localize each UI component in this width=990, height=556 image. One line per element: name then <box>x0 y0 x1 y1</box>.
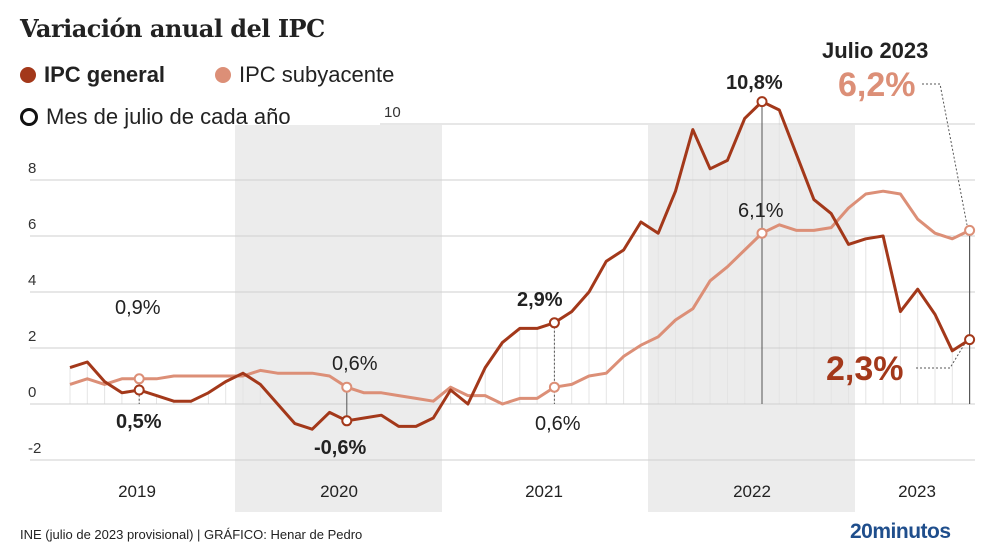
label-g2021: 2,9% <box>517 289 563 311</box>
x-tick-label: 2020 <box>320 482 358 501</box>
july-marker <box>548 317 560 329</box>
legend-july: Mes de julio de cada año <box>20 104 291 130</box>
y-tick-label: 6 <box>28 216 36 233</box>
x-tick-label: 2023 <box>898 482 936 501</box>
label-c2021: 0,6% <box>535 413 581 435</box>
x-tick-label: 2021 <box>525 482 563 501</box>
y-tick-label: 4 <box>28 272 36 289</box>
label-c2022: 6,1% <box>738 200 784 222</box>
legend-general: IPC general <box>20 62 165 88</box>
july-marker <box>756 227 768 239</box>
july-marker <box>133 384 145 396</box>
legend-swatch-general <box>20 67 36 83</box>
label-c2020: 0,6% <box>332 353 378 375</box>
series-line-core <box>69 189 971 406</box>
year-band <box>235 125 442 512</box>
brand-logo: 20minutos <box>850 520 951 543</box>
label-g2020: -0,6% <box>314 437 367 459</box>
label-c2023: 6,2% <box>838 66 916 104</box>
y-tick-label: 0 <box>28 384 36 401</box>
july-marker <box>341 381 353 393</box>
y-tick-label: -2 <box>28 440 41 457</box>
legend-swatch-core <box>215 67 231 83</box>
ring-marker-icon <box>20 108 38 126</box>
label-g2022: 10,8% <box>726 72 783 94</box>
july-marker <box>756 96 768 108</box>
legend-label: Mes de julio de cada año <box>46 104 291 129</box>
july-marker <box>964 224 976 236</box>
y-tick-label: 8 <box>28 160 36 177</box>
legend-label: IPC general <box>44 62 166 87</box>
series-line-general <box>69 100 971 431</box>
x-tick-label: 2019 <box>118 482 156 501</box>
leader-line <box>916 339 968 369</box>
legend-core: IPC subyacente <box>215 62 394 88</box>
y-tick-label: 2 <box>28 328 36 345</box>
leader-line <box>922 83 968 226</box>
july-marker <box>548 381 560 393</box>
chart-title: Variación anual del IPC <box>20 14 325 43</box>
label-g2023: 2,3% <box>826 350 904 388</box>
y-tick-label: 10 <box>384 104 401 121</box>
legend-label: IPC subyacente <box>239 62 395 87</box>
july-marker <box>964 334 976 346</box>
x-tick-label: 2022 <box>733 482 771 501</box>
label-g2019: 0,5% <box>116 411 162 433</box>
source-credit: INE (julio de 2023 provisional) | GRÁFIC… <box>20 527 363 542</box>
label-julio-2023: Julio 2023 <box>822 38 929 63</box>
july-marker <box>341 415 353 427</box>
year-band <box>648 125 855 512</box>
label-c2019: 0,9% <box>115 297 161 319</box>
july-marker <box>133 373 145 385</box>
